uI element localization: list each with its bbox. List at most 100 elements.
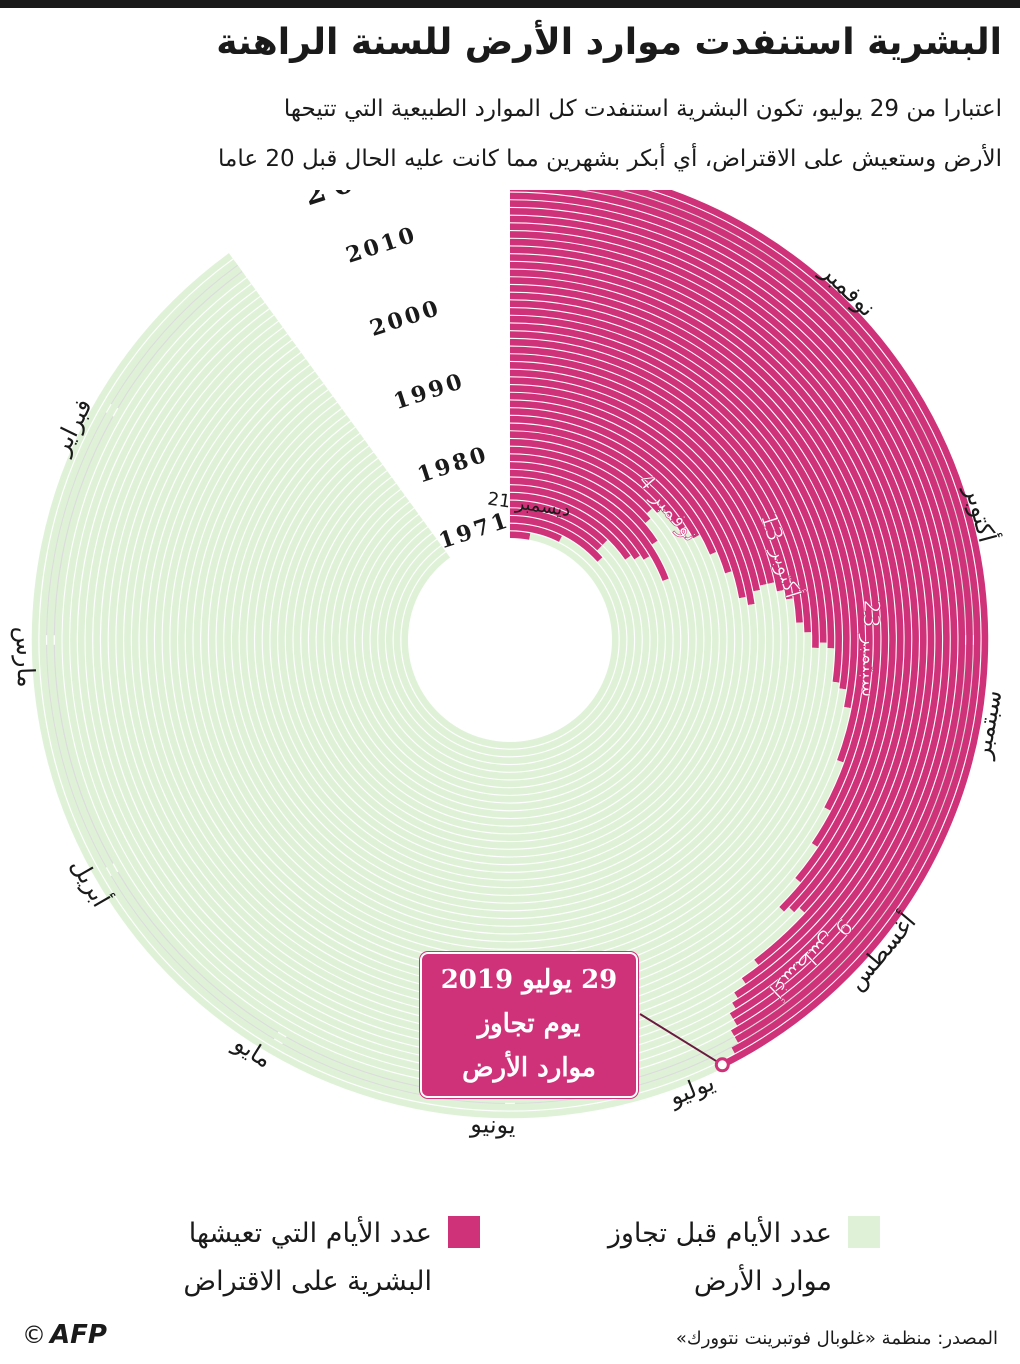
deficit-band-1974 (509, 508, 602, 551)
before-band-1988 (270, 446, 750, 880)
deficit-band-1984 (509, 431, 686, 531)
year-label-1980: 1980 (414, 441, 492, 488)
deficit-band-1982 (509, 446, 652, 514)
legend-deficit-swatch (448, 1216, 480, 1248)
deficit-band-2006 (509, 261, 889, 883)
before-band-1986 (285, 458, 735, 865)
before-band-1991 (247, 427, 773, 903)
before-band-1999 (185, 377, 835, 965)
legend-deficit-line-2: البشرية على الاقتراض (183, 1266, 432, 1297)
source-note: المصدر: منظمة «غلوبال فوتبرينت نتوورك» (675, 1328, 998, 1349)
year-label-2010: 2010 (343, 221, 421, 268)
before-band-1985 (293, 464, 727, 857)
year-label-2019: 2019 (300, 190, 421, 213)
deficit-band-1972 (509, 523, 562, 542)
before-band-1984 (301, 471, 719, 849)
deficit-band-1992 (509, 369, 775, 584)
before-band-2019 (31, 253, 724, 1119)
before-band-1972 (393, 535, 627, 757)
before-band-1977 (355, 514, 665, 795)
afp-logo-text: AFP (50, 1320, 107, 1350)
afp-logo: © AFP (22, 1320, 107, 1350)
before-band-1975 (370, 527, 650, 780)
highlight-leader-line (639, 1013, 723, 1066)
subtitle-line-1: اعتبارا من 29 يوليو، تكون البشرية استنفد… (283, 96, 1002, 122)
deficit-band-1989 (509, 392, 755, 606)
page-title: البشرية استنفدت موارد الأرض للسنة الراهن… (216, 22, 1002, 63)
deficit-band-2010 (509, 231, 919, 965)
deficit-band-1979 (509, 469, 669, 581)
deficit-band-2011 (509, 223, 927, 984)
before-band-1973 (386, 539, 634, 764)
deficit-band-1975 (509, 500, 608, 545)
page-subtitle: اعتبارا من 29 يوليو، تكون البشرية استنفد… (12, 84, 1002, 184)
year-label-2000: 2000 (367, 295, 445, 342)
deficit-band-2013 (509, 208, 942, 1009)
year-label-1971: 1971 (436, 507, 514, 554)
overshoot-radial-chart: 197119801990200020102019فبرايرمارسأبريلم… (10, 190, 1007, 1140)
deficit-band-1987 (509, 408, 732, 574)
deficit-band-2001 (509, 300, 850, 690)
deficit-band-2003 (509, 285, 865, 763)
deficit-band-1983 (509, 439, 663, 513)
callout-line-2: يوم تجاوز (477, 1009, 581, 1039)
deficit-band-2017 (584, 190, 973, 1043)
deficit-band-1985 (509, 423, 700, 539)
deficit-band-2000 (509, 308, 842, 683)
before-band-1996 (208, 396, 812, 942)
before-band-1976 (362, 520, 658, 788)
deficit-band-1978 (509, 477, 650, 560)
before-band-2002 (162, 359, 851, 988)
deficit-band-1996 (509, 338, 811, 633)
deficit-band-1998 (509, 323, 827, 643)
callout-line-3: موارد الأرض (462, 1053, 596, 1083)
deficit-band-2018 (622, 190, 981, 1054)
before-band-1994 (224, 408, 796, 926)
before-band-2001 (170, 365, 846, 980)
before-band-1997 (201, 390, 819, 949)
annotation-2000: 23 سبتمبر (856, 599, 883, 698)
month-label-6: يونيو (469, 1110, 516, 1140)
deficit-band-2019 (651, 190, 989, 1068)
deficit-band-1988 (509, 400, 746, 599)
before-band-2000 (178, 371, 840, 972)
top-bar (0, 0, 1020, 8)
legend-before-swatch (848, 1216, 880, 1248)
deficit-band-1977 (509, 485, 640, 560)
deficit-band-1976 (509, 492, 631, 560)
deficit-band-1993 (509, 362, 784, 592)
callout-line-1: 29 يوليو 2019 (440, 965, 618, 995)
before-band-2003 (155, 352, 844, 995)
before-band-1998 (193, 383, 827, 957)
highlight-marker (714, 1057, 730, 1073)
before-band-1992 (239, 421, 781, 911)
legend-deficit-line-1: عدد الأيام التي تعيشها (188, 1218, 432, 1249)
deficit-band-1980 (509, 462, 658, 545)
deficit-band-1991 (509, 377, 767, 586)
deficit-band-2002 (509, 292, 858, 709)
deficit-band-1981 (509, 454, 651, 523)
deficit-band-1994 (509, 354, 793, 600)
deficit-band-1995 (509, 346, 803, 623)
deficit-band-2016 (509, 190, 966, 1037)
before-band-2017 (47, 265, 738, 1103)
before-band-1978 (347, 508, 673, 803)
before-band-1987 (278, 452, 742, 872)
before-band-2005 (139, 340, 818, 1011)
before-band-1993 (232, 415, 788, 918)
deficit-band-2008 (509, 246, 904, 913)
legend-before-line-2: موارد الأرض (693, 1266, 832, 1297)
legend-before-line-1: عدد الأيام قبل تجاوز (607, 1218, 832, 1249)
deficit-band-1997 (509, 331, 819, 648)
deficit-band-1999 (509, 315, 835, 649)
before-band-1981 (324, 489, 696, 826)
before-band-1974 (378, 533, 642, 772)
before-band-1979 (339, 502, 681, 811)
deficit-band-2005 (509, 269, 881, 847)
before-band-1982 (316, 483, 704, 834)
before-band-1980 (332, 496, 688, 818)
copyright-symbol: © (22, 1321, 46, 1349)
before-band-1995 (216, 402, 804, 934)
deficit-band-2014 (509, 200, 950, 1019)
deficit-band-2004 (509, 277, 873, 811)
